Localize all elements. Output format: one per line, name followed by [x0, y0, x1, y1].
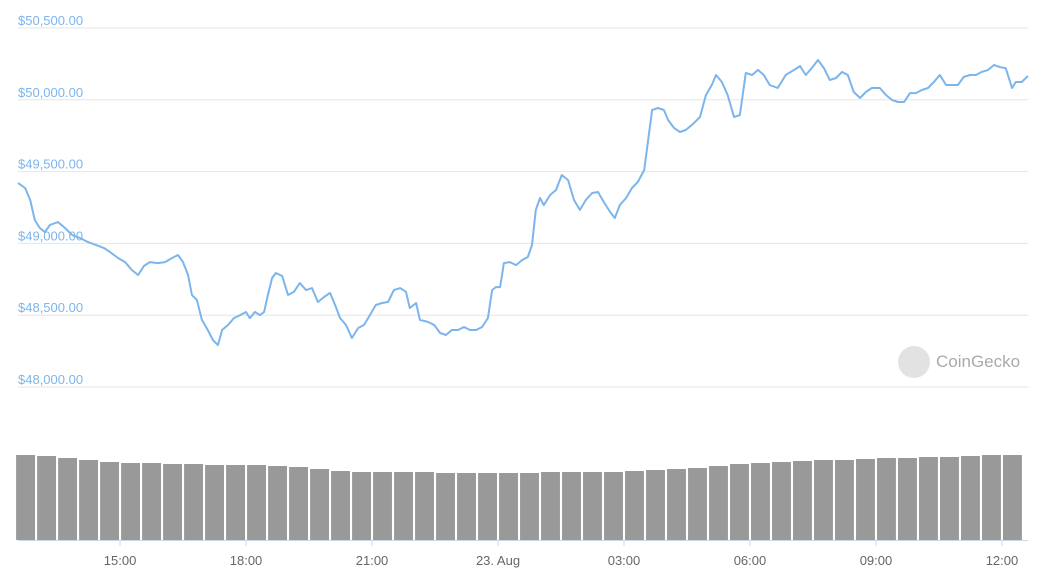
volume-bar: [79, 460, 99, 540]
volume-bar: [163, 464, 182, 540]
watermark-text: CoinGecko: [936, 352, 1020, 371]
volume-bar: [667, 469, 686, 540]
volume-bar: [562, 472, 581, 540]
volume-bar: [352, 472, 371, 540]
volume-bar: [226, 465, 245, 540]
volume-bar: [37, 456, 57, 540]
volume-bar: [1003, 455, 1022, 540]
volume-bar: [331, 471, 350, 540]
x-tick-label: 18:00: [230, 553, 263, 568]
volume-bar: [898, 458, 917, 540]
volume-bar: [373, 472, 392, 540]
y-tick-label: $48,000.00: [18, 372, 83, 387]
volume-bar: [772, 462, 791, 540]
volume-bar: [58, 458, 78, 540]
volume-bar: [961, 456, 980, 540]
volume-bar: [415, 472, 434, 540]
volume-bar: [688, 468, 707, 540]
volume-bar: [247, 465, 266, 540]
volume-bar: [541, 472, 560, 540]
y-tick-label: $49,000.00: [18, 228, 83, 243]
volume-bar: [16, 455, 36, 540]
volume-bar: [121, 463, 140, 540]
volume-bar: [394, 472, 413, 540]
volume-bar: [520, 473, 539, 540]
volume-bar: [268, 466, 287, 540]
volume-bar: [835, 460, 854, 540]
volume-bar: [709, 466, 728, 540]
volume-bar: [289, 467, 308, 540]
x-tick-label: 15:00: [104, 553, 137, 568]
volume-bar: [142, 463, 161, 540]
volume-bar: [499, 473, 518, 540]
volume-bar: [436, 473, 455, 540]
volume-bar: [877, 458, 896, 540]
x-tick-label: 09:00: [860, 553, 893, 568]
volume-bar: [205, 465, 224, 540]
volume-bar: [982, 455, 1001, 540]
price-line: [17, 59, 1029, 347]
x-tick-label: 12:00: [986, 553, 1019, 568]
volume-bar: [919, 457, 938, 540]
x-tick-label: 21:00: [356, 553, 389, 568]
y-tick-label: $50,000.00: [18, 85, 83, 100]
x-tick-label: 23. Aug: [476, 553, 520, 568]
volume-bar: [625, 471, 644, 540]
x-tick-label: 03:00: [608, 553, 641, 568]
volume-bar: [184, 464, 203, 540]
volume-bar: [457, 473, 476, 540]
volume-bar: [751, 463, 770, 540]
volume-bar: [478, 473, 497, 540]
watermark: CoinGecko: [898, 346, 1020, 378]
x-tick-label: 06:00: [734, 553, 767, 568]
volume-bar: [583, 472, 602, 540]
volume-bar: [604, 472, 623, 540]
volume-bar: [730, 464, 749, 540]
volume-bar: [856, 459, 875, 540]
volume-bar: [100, 462, 119, 540]
y-tick-label: $48,500.00: [18, 300, 83, 315]
volume-bar: [940, 457, 959, 540]
y-tick-label: $50,500.00: [18, 13, 83, 28]
volume-bar: [814, 460, 833, 540]
volume-bar: [646, 470, 665, 540]
y-tick-label: $49,500.00: [18, 157, 83, 172]
watermark-logo: [898, 346, 930, 378]
volume-bar: [793, 461, 812, 540]
volume-bar: [310, 469, 329, 540]
